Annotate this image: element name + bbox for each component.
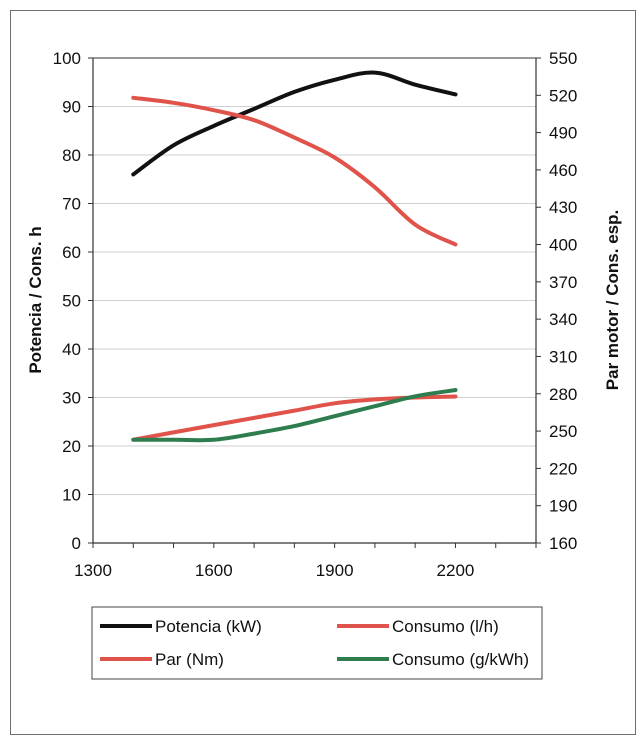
legend-label: Par (Nm): [155, 650, 224, 669]
y-left-tick-label: 20: [62, 437, 81, 456]
y-right-tick-label: 370: [549, 273, 577, 292]
series-consumo-gkwh: [131, 388, 458, 443]
y-left-tick-label: 80: [62, 146, 81, 165]
x-tick-label: 2200: [437, 561, 475, 580]
legend-label: Consumo (l/h): [392, 617, 499, 636]
y-right-tick-label: 340: [549, 310, 577, 329]
right-axis-ticks: 160 190 220 250 280 310 340 370 400 430 460 490 520 5…: [536, 49, 577, 553]
series-consumo-lh: [131, 394, 458, 442]
y-left-tick-label: 60: [62, 243, 81, 262]
y-axis-left-title: Potencia / Cons. h: [26, 226, 45, 373]
x-tick-label: 1600: [195, 561, 233, 580]
y-left-tick-label: 50: [62, 292, 81, 311]
y-right-tick-label: 190: [549, 497, 577, 516]
y-left-tick-label: 70: [62, 195, 81, 214]
y-right-tick-label: 250: [549, 422, 577, 441]
y-right-tick-label: 400: [549, 236, 577, 255]
legend-label: Potencia (kW): [155, 617, 262, 636]
y-left-tick-label: 30: [62, 389, 81, 408]
left-axis-ticks: 0 10 20 30 40 50 60 70 80 90 100: [53, 49, 93, 553]
y-right-tick-label: 280: [549, 385, 577, 404]
x-tick-label: 1300: [74, 561, 112, 580]
x-tick-label: 1900: [316, 561, 354, 580]
x-axis-ticks: 1300 1600 1900 2200: [74, 543, 537, 580]
y-right-tick-label: 550: [549, 49, 577, 68]
y-right-tick-label: 430: [549, 198, 577, 217]
y-right-tick-label: 310: [549, 347, 577, 366]
y-left-tick-label: 0: [72, 534, 81, 553]
y-right-tick-label: 490: [549, 124, 577, 143]
series-lines: [131, 70, 458, 443]
y-axis-right-title: Par motor / Cons. esp.: [603, 210, 622, 390]
y-left-tick-label: 10: [62, 486, 81, 505]
legend-item-consumo-lh: Consumo (l/h): [337, 617, 499, 636]
legend-item-par: Par (Nm): [100, 650, 224, 669]
y-right-tick-label: 220: [549, 459, 577, 478]
legend-item-potencia: Potencia (kW): [100, 617, 262, 636]
y-right-tick-label: 520: [549, 86, 577, 105]
legend-label: Consumo (g/kWh): [392, 650, 529, 669]
y-left-tick-label: 100: [53, 49, 81, 68]
y-left-tick-label: 90: [62, 98, 81, 117]
legend: Potencia (kW) Consumo (l/h) Par (Nm) Consum…: [91, 606, 543, 680]
chart-frame: [10, 10, 636, 735]
y-right-tick-label: 460: [549, 161, 577, 180]
legend-box: [91, 606, 543, 680]
legend-item-consumo-gkwh: Consumo (g/kWh): [337, 650, 529, 669]
y-left-tick-label: 40: [62, 340, 81, 359]
series-par: [131, 95, 458, 247]
series-potencia: [131, 70, 458, 177]
grid: [93, 57, 536, 495]
y-right-tick-label: 160: [549, 534, 577, 553]
